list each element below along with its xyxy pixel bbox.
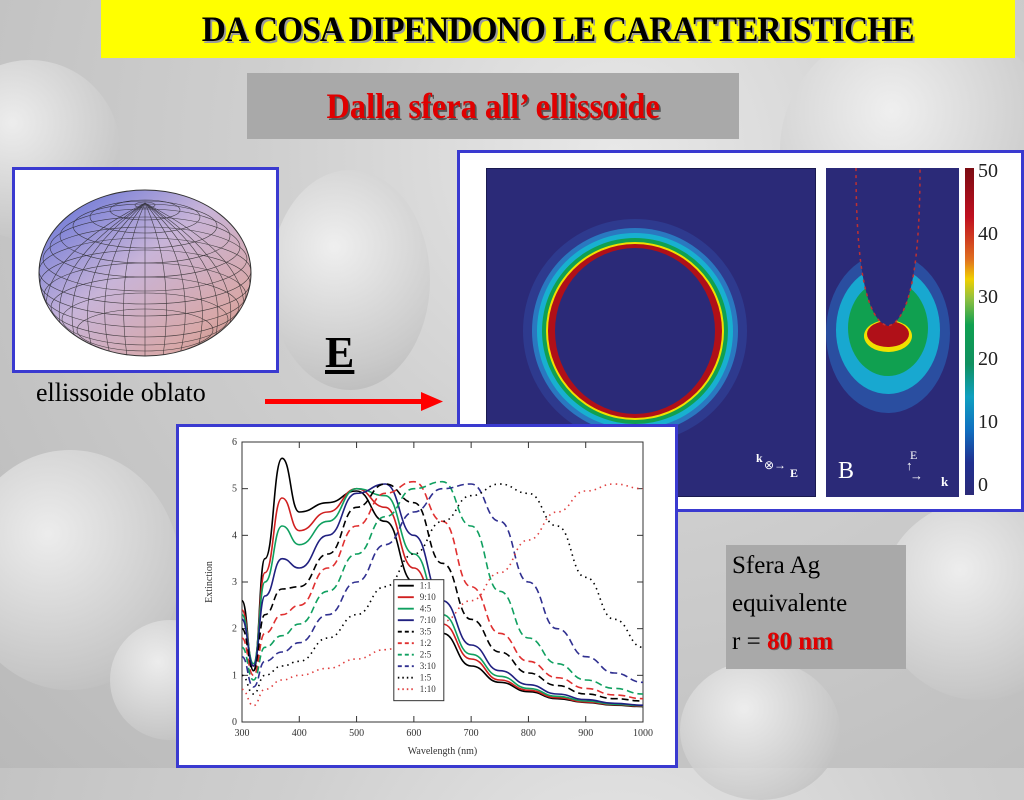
axis-e-label: E <box>790 466 799 480</box>
equivalent-sphere-box: Sfera Ag equivalente r = 80 nm <box>726 545 906 669</box>
colorbar <box>965 168 974 495</box>
legend-label: 1:5 <box>420 673 432 683</box>
ellipsoid-caption: ellissoide oblato <box>36 378 206 407</box>
oblate-ellipsoid-icon <box>38 189 252 357</box>
legend-label: 1:2 <box>420 638 432 648</box>
y-axis-label: Extinction <box>204 561 215 603</box>
legend-label: 1:10 <box>420 684 437 694</box>
colorbar-tick: 50 <box>978 160 998 182</box>
axis-e-label: E <box>910 448 918 462</box>
x-tick-label: 700 <box>464 728 479 739</box>
series-line <box>241 487 644 707</box>
y-tick-label: 5 <box>232 484 237 495</box>
field-map-panel-b: B E ↑ → k <box>826 168 959 497</box>
axis-arrow-icon: ↑ <box>906 458 913 473</box>
series-line <box>241 483 644 702</box>
legend-label: 1:1 <box>420 581 432 591</box>
x-tick-label: 300 <box>235 728 250 739</box>
series-line <box>241 480 644 700</box>
series-line <box>241 457 644 708</box>
y-tick-label: 6 <box>232 437 237 448</box>
field-direction-arrow-icon <box>265 392 443 411</box>
y-tick-label: 2 <box>232 624 237 635</box>
colorbar-tick: 10 <box>978 411 998 433</box>
y-tick-label: 1 <box>232 670 237 681</box>
x-tick-label: 800 <box>521 728 536 739</box>
legend-label: 9:10 <box>420 592 437 602</box>
x-tick-label: 900 <box>578 728 593 739</box>
radius-value: 80 nm <box>766 628 833 655</box>
ellipsoid-image-frame <box>12 167 279 373</box>
axis-k-label: k <box>941 474 949 489</box>
slide-subtitle: Dalla sfera all’ ellissoide <box>326 86 660 126</box>
y-tick-label: 0 <box>232 717 237 728</box>
x-axis-label: Wavelength (nm) <box>408 746 477 757</box>
colorbar-tick: 30 <box>978 286 998 308</box>
sfera-line-1: Sfera Ag <box>732 552 821 579</box>
chart-legend <box>393 579 445 702</box>
field-vector-label: E <box>325 328 355 377</box>
extinction-chart-frame: 300 400 500 600 700 800 900 1000 0 1 2 3 4 5 6 Waveleng… <box>176 424 678 768</box>
panel-b-label: B <box>838 458 855 484</box>
axis-arrow-icon: ⊗→ <box>764 458 787 472</box>
sfera-line-2: equivalente <box>732 590 848 617</box>
series-line <box>241 483 644 706</box>
axis-arrow-icon: → <box>910 468 923 483</box>
x-tick-label: 400 <box>292 728 307 739</box>
legend-label: 3:10 <box>420 661 437 671</box>
y-tick-label: 4 <box>232 530 237 541</box>
x-tick-label: 1000 <box>633 728 653 739</box>
y-tick-label: 3 <box>232 577 237 588</box>
axis-k-label: k <box>756 451 763 465</box>
legend-label: 4:5 <box>420 604 432 614</box>
legend-label: 7:10 <box>420 615 437 625</box>
series-line <box>241 483 644 695</box>
background-sphere <box>270 170 430 390</box>
sfera-line-3: r = 80 nm <box>732 623 900 661</box>
extinction-chart: 300 400 500 600 700 800 900 1000 0 1 2 3 4 5 6 Waveleng… <box>204 437 653 757</box>
background-sphere <box>680 660 840 800</box>
field-ring-image <box>486 168 816 497</box>
x-tick-label: 600 <box>406 728 421 739</box>
colorbar-tick: 20 <box>978 348 998 370</box>
legend-label: 3:5 <box>420 627 432 637</box>
subtitle-box: Dalla sfera all’ ellissoide <box>247 73 739 139</box>
legend-label: 2:5 <box>420 650 432 660</box>
series-line <box>241 487 644 707</box>
slide-title: DA COSA DIPENDONO LE CARATTERISTICHE <box>202 9 915 49</box>
series-line <box>241 483 644 707</box>
field-tip-image <box>826 168 950 413</box>
x-tick-label: 500 <box>349 728 364 739</box>
colorbar-tick: 40 <box>978 223 998 245</box>
radius-prefix: r = <box>732 628 767 655</box>
colorbar-tick: 0 <box>978 474 988 496</box>
title-bar: DA COSA DIPENDONO LE CARATTERISTICHE <box>101 0 1015 58</box>
series-line <box>241 480 644 695</box>
series-line <box>241 483 644 688</box>
